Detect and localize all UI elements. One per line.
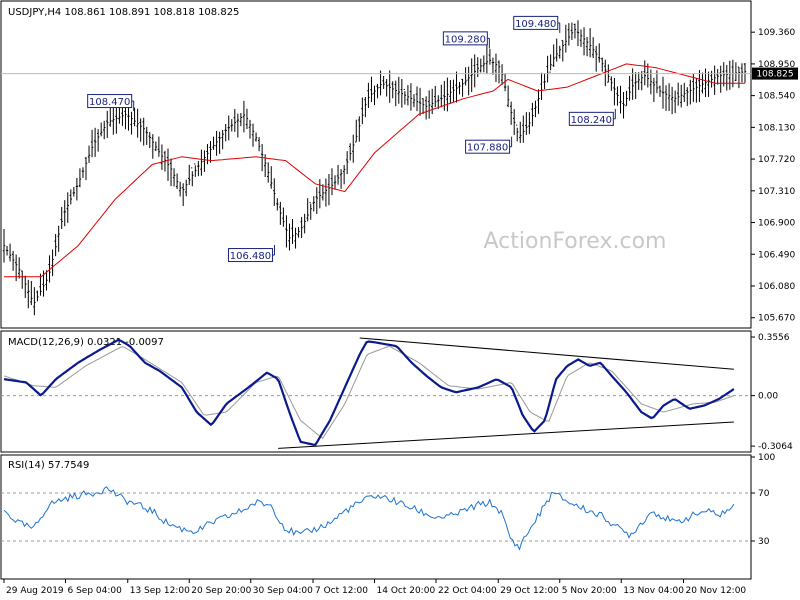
macd-line xyxy=(3,338,735,446)
price-y-tick-label: 109.360 xyxy=(758,28,795,38)
price-y-tick-label: 105.670 xyxy=(758,314,795,324)
rsi-panel: RSI(14) 57.7549 100 70 30 xyxy=(0,453,775,580)
macd-upper-trendline xyxy=(359,337,734,370)
macd-title: MACD(12,26,9) 0.0321 -0.0097 xyxy=(8,337,164,348)
time-tick-label: 20 Nov 12:00 xyxy=(685,586,746,596)
rsi-title: RSI(14) 57.7549 xyxy=(8,460,89,471)
annotation-label: 109.280 xyxy=(445,34,486,45)
annotation-box xyxy=(513,15,559,30)
price-title: USDJPY,H4 108.861 108.891 108.818 108.82… xyxy=(8,7,239,18)
rsi-y-tick-label: 70 xyxy=(758,489,770,499)
macd-y-axis: 0.3556 0.00 -0.3064 xyxy=(751,333,793,452)
annotation-box xyxy=(568,111,614,126)
current-price-label: 108.825 xyxy=(756,70,793,80)
price-y-tick-label: 108.540 xyxy=(758,92,795,102)
time-tick-label: 14 Oct 20:00 xyxy=(377,586,436,596)
time-tick-label: 29 Aug 2019 xyxy=(6,586,64,596)
rsi-line xyxy=(3,486,735,551)
current-price-tag: 108.825 xyxy=(752,67,798,80)
macd-y-tick-label: 0.3556 xyxy=(758,333,790,343)
time-tick-label: 13 Nov 04:00 xyxy=(623,586,684,596)
rsi-y-tick-label: 100 xyxy=(758,453,775,463)
price-y-tick-label: 106.080 xyxy=(758,282,795,292)
macd-panel: MACD(12,26,9) 0.0321 -0.0097 0.3556 0.00 -… xyxy=(0,330,793,453)
macd-lower-trendline xyxy=(278,421,734,449)
annotation-box xyxy=(87,94,133,109)
annotation-label: 107.880 xyxy=(467,143,508,154)
price-y-tick-label: 106.490 xyxy=(758,250,795,260)
time-tick-label: 7 Oct 12:00 xyxy=(315,586,368,596)
time-axis: 29 Aug 2019 6 Sep 04:00 13 Sep 12:00 20 Sep… xyxy=(3,579,746,596)
annotation-label: 108.240 xyxy=(571,115,612,126)
rsi-y-axis: 100 70 30 xyxy=(1,453,775,547)
annotation-label: 106.480 xyxy=(230,251,271,262)
price-annotations: 108.470 106.480 109.280 107.880 109.480 108.2… xyxy=(87,15,616,263)
rsi-y-tick-label: 30 xyxy=(758,537,770,547)
time-tick-label: 30 Sep 04:00 xyxy=(253,586,313,596)
time-tick-label: 22 Oct 04:00 xyxy=(438,586,497,596)
annotation-label: 108.470 xyxy=(89,97,130,108)
time-tick-label: 13 Sep 12:00 xyxy=(130,586,190,596)
price-y-tick-label: 108.950 xyxy=(758,60,795,70)
macd-y-tick-label: -0.3064 xyxy=(758,442,793,452)
price-y-tick-label: 107.310 xyxy=(758,187,795,197)
time-tick-label: 5 Nov 20:00 xyxy=(562,586,617,596)
time-tick-label: 6 Sep 04:00 xyxy=(68,586,123,596)
price-y-tick-label: 106.900 xyxy=(758,219,795,229)
annotation-box xyxy=(465,139,511,154)
price-y-tick-label: 108.130 xyxy=(758,123,795,133)
price-y-axis: 109.360 108.950 108.540 108.130 107.720 107.3… xyxy=(751,28,795,324)
moving-average-line xyxy=(4,63,745,278)
watermark: ActionForex.com xyxy=(484,229,667,254)
annotation-box xyxy=(227,248,273,263)
annotation-box xyxy=(442,31,488,46)
time-tick-label: 20 Sep 20:00 xyxy=(191,586,251,596)
macd-signal-line xyxy=(3,345,735,440)
price-panel: USDJPY,H4 108.861 108.891 108.818 108.82… xyxy=(0,0,798,329)
macd-y-tick-label: 0.00 xyxy=(758,392,778,402)
annotation-label: 109.480 xyxy=(515,19,556,30)
time-tick-label: 29 Oct 12:00 xyxy=(500,586,559,596)
price-y-tick-label: 107.720 xyxy=(758,155,795,165)
